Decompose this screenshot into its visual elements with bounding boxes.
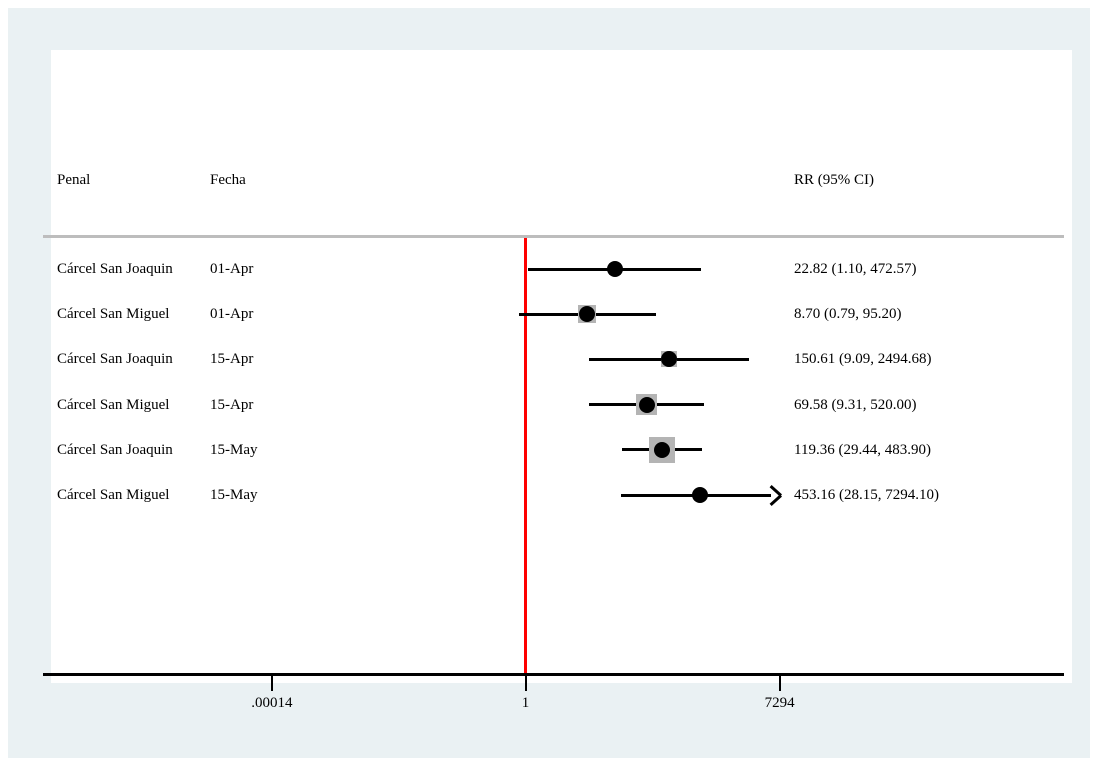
header-divider [43, 235, 1064, 238]
row-rr-label: 453.16 (28.15, 7294.10) [794, 487, 939, 503]
x-tick-label: 7294 [764, 695, 795, 711]
row-fecha-label: 01-Apr [210, 261, 254, 277]
x-tick [524, 676, 527, 691]
row-fecha-label: 15-Apr [210, 351, 254, 368]
row-rr-label: 22.82 (1.10, 472.57) [794, 261, 917, 277]
row-penal-label: Cárcel San Miguel [57, 396, 170, 413]
row-penal-label: Cárcel San Joaquin [57, 351, 173, 368]
x-axis [43, 673, 1064, 676]
point-marker [606, 261, 623, 277]
point-marker [579, 306, 596, 323]
row-fecha-label: 15-Apr [210, 396, 254, 413]
row-fecha-label: 15-May [210, 487, 258, 503]
x-tick [778, 676, 781, 691]
plot-area [51, 50, 1072, 683]
col-header-penal: Penal [57, 172, 91, 188]
reference-line [523, 238, 527, 673]
row-penal-label: Cárcel San Joaquin [57, 441, 173, 458]
point-marker [660, 351, 677, 368]
row-penal-label: Cárcel San Joaquin [57, 261, 173, 277]
point-marker [654, 441, 671, 458]
row-fecha-label: 01-Apr [210, 306, 254, 323]
row-rr-label: 69.58 (9.31, 520.00) [794, 396, 917, 413]
row-rr-label: 8.70 (0.79, 95.20) [794, 306, 902, 323]
row-penal-label: Cárcel San Miguel [57, 487, 170, 503]
point-marker [638, 396, 655, 413]
row-rr-label: 150.61 (9.09, 2494.68) [794, 351, 932, 368]
row-fecha-label: 15-May [210, 441, 258, 458]
x-tick-label: 1 [521, 695, 530, 711]
row-penal-label: Cárcel San Miguel [57, 306, 170, 323]
col-header-rr: RR (95% CI) [794, 172, 874, 188]
point-marker [692, 487, 709, 503]
figure-background [8, 8, 1090, 758]
col-header-fecha: Fecha [210, 172, 246, 188]
row-rr-label: 119.36 (29.44, 483.90) [794, 441, 931, 458]
x-tick-label: .00014 [251, 695, 293, 711]
x-tick [270, 676, 273, 691]
